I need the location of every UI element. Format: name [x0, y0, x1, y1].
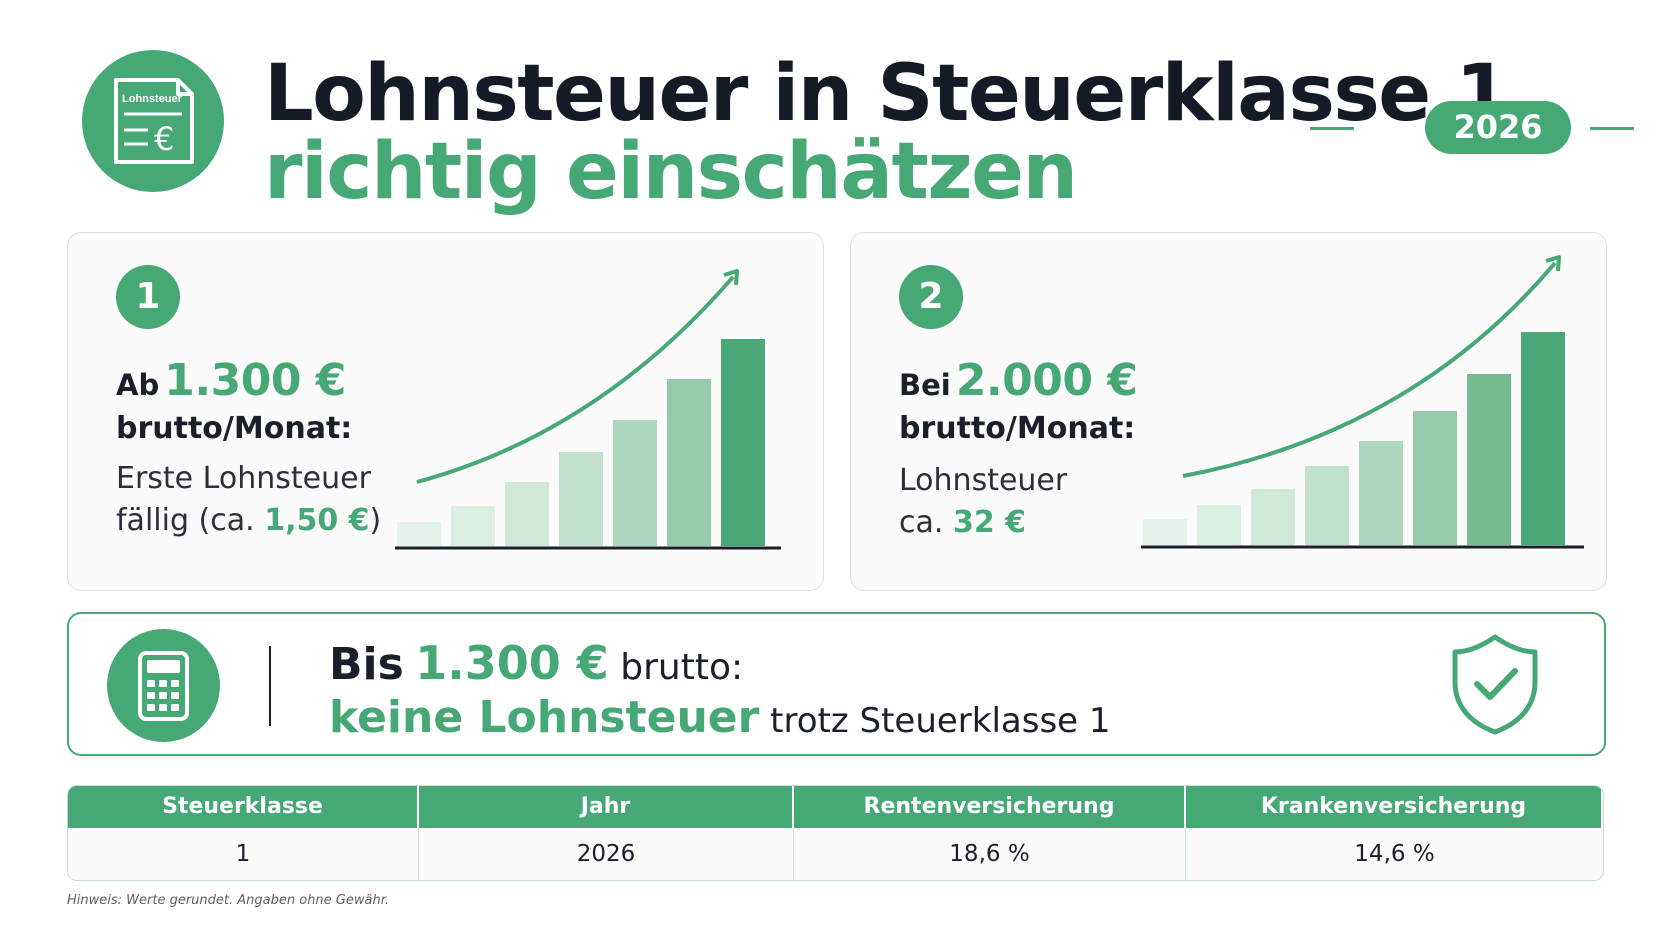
info-card-2: 2 Bei 2.000 € brutto/Monat: Lohnsteuer c… [850, 232, 1607, 591]
chart-bar [667, 379, 711, 546]
table-header: Rentenversicherung [794, 786, 1186, 828]
card-desc-value: 32 € [952, 505, 1027, 540]
banner-amount: 1.300 € [415, 636, 609, 690]
banner-divider [269, 646, 271, 726]
info-table: Steuerklasse Jahr Rentenversicherung Kra… [67, 785, 1604, 881]
chart-bar [397, 522, 441, 546]
card-lead-prefix: Ab [116, 368, 160, 402]
disclaimer-note: Hinweis: Werte gerundet. Angaben ohne Ge… [67, 893, 389, 908]
card-number: 2 [899, 265, 963, 329]
shield-check-icon [1452, 634, 1538, 735]
table-cell: 1 [68, 828, 419, 880]
card-lead-amount: 2.000 € [955, 355, 1138, 406]
card-sub: brutto/Monat: [899, 411, 1136, 446]
chart-bar [505, 482, 549, 546]
chart-bar [1251, 489, 1295, 545]
card-sub: brutto/Monat: [116, 411, 353, 446]
year-badge: 2026 [1425, 101, 1571, 154]
banner-rest: trotz Steuerklasse 1 [770, 701, 1111, 741]
chart-bar [1467, 374, 1511, 545]
rising-bar-chart-icon [395, 269, 781, 550]
banner-highlight: keine Lohnsteuer [329, 692, 760, 743]
card-number: 1 [116, 265, 180, 329]
banner-suffix: brutto: [620, 647, 744, 688]
tax-document-icon: Lohnsteuer € [82, 50, 224, 192]
card-desc-line2: ca. 32 € [899, 505, 1027, 540]
chart-bar [613, 420, 657, 546]
year-line-right [1590, 127, 1634, 130]
year-line-left [1310, 127, 1354, 130]
chart-bar [1143, 519, 1187, 545]
table-cell: 14,6 % [1186, 828, 1603, 880]
chart-bar [721, 339, 765, 546]
card-lead: Bei 2.000 € [899, 355, 1138, 406]
info-card-1: 1 Ab 1.300 € brutto/Monat: Erste Lohnste… [67, 232, 824, 591]
banner-prefix: Bis [329, 639, 404, 690]
card-lead-amount: 1.300 € [164, 355, 346, 406]
card-desc-line2: fällig (ca. 1,50 €) [116, 503, 382, 538]
page-subtitle: richtig einschätzen [264, 127, 1078, 217]
table-header: Steuerklasse [68, 786, 419, 828]
document-icon-label: Lohnsteuer [122, 93, 183, 105]
chart-bar [1197, 505, 1241, 545]
svg-text:€: € [154, 120, 174, 158]
card-lead-prefix: Bei [899, 368, 951, 402]
chart-bar [1521, 332, 1565, 545]
chart-bar [1305, 466, 1349, 545]
page-title: Lohnsteuer in Steuerklasse 1 [264, 49, 1510, 139]
table-cell: 2026 [419, 828, 794, 880]
card-desc-line1: Lohnsteuer [899, 463, 1068, 498]
table-header: Krankenversicherung [1186, 786, 1603, 828]
tax-free-banner: Bis 1.300 € brutto: keine Lohnsteuer tro… [67, 612, 1606, 756]
card-lead: Ab 1.300 € [116, 355, 346, 406]
chart-bar [1359, 441, 1403, 545]
card-desc-value: 1,50 € [264, 503, 370, 538]
banner-line1: Bis 1.300 € brutto: [329, 636, 743, 690]
chart-bar [451, 506, 495, 546]
chart-bar [559, 452, 603, 546]
table-header: Jahr [419, 786, 794, 828]
chart-bar [1413, 411, 1457, 545]
calculator-icon [107, 629, 220, 742]
rising-bar-chart-icon [1141, 255, 1584, 549]
banner-line2: keine Lohnsteuer trotz Steuerklasse 1 [329, 692, 1111, 743]
card-desc-line1: Erste Lohnsteuer [116, 461, 371, 496]
table-cell: 18,6 % [794, 828, 1186, 880]
